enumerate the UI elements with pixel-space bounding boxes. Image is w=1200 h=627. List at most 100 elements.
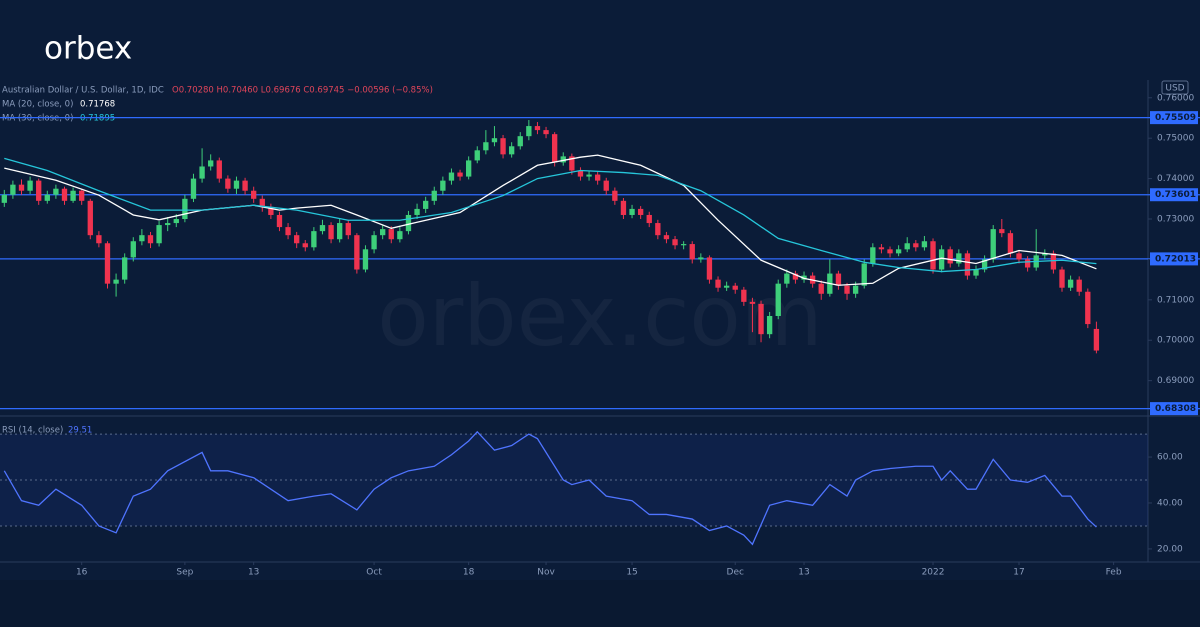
- level-label: 0.75509: [1155, 113, 1196, 123]
- candle-body: [844, 285, 850, 294]
- candle-body: [190, 178, 197, 199]
- watermark: orbex.com: [377, 267, 822, 365]
- series-line: [3, 430, 1097, 546]
- candle-body: [328, 225, 334, 240]
- y-tick-label: 0.70000: [1157, 336, 1194, 346]
- x-tick-label: 13: [248, 568, 259, 578]
- candle-body: [517, 136, 523, 147]
- candle-body: [294, 235, 300, 244]
- candle-body: [70, 190, 76, 201]
- candle-body: [870, 247, 876, 264]
- candle-body: [122, 257, 128, 280]
- candle-body: [706, 257, 713, 280]
- candle-body: [1007, 233, 1014, 254]
- level-label: 0.73601: [1155, 190, 1196, 200]
- x-tick-label: 17: [1013, 568, 1024, 578]
- candle-body: [887, 249, 893, 254]
- candle-body: [448, 172, 455, 181]
- series-line: [4, 157, 1097, 273]
- candle-body: [457, 172, 463, 177]
- currency: USD: [1165, 84, 1184, 94]
- candle-body: [1085, 291, 1091, 325]
- y-tick-label: 60.00: [1157, 453, 1183, 463]
- candle-body: [405, 214, 412, 232]
- candle-body: [208, 160, 214, 167]
- candle-body: [474, 150, 480, 161]
- candle-body: [620, 200, 627, 215]
- candle-body: [921, 241, 928, 248]
- candle-body: [440, 180, 446, 191]
- candle-body: [749, 301, 756, 304]
- legend-entry: RSI (14, close): [2, 426, 63, 436]
- x-tick-label: Sep: [176, 568, 193, 578]
- candle-body: [741, 289, 747, 302]
- candle-body: [302, 243, 308, 248]
- candle-body: [655, 223, 661, 236]
- candle-body: [878, 247, 885, 250]
- candle-body: [637, 208, 644, 215]
- candle-body: [861, 263, 867, 286]
- candle-body: [251, 190, 257, 199]
- candle-body: [629, 208, 635, 215]
- candle-body: [1024, 259, 1031, 268]
- candle-body: [216, 160, 222, 179]
- candle-body: [465, 160, 472, 177]
- legend-value: 29.51: [68, 426, 92, 436]
- candle-body: [594, 174, 601, 181]
- candle-body: [526, 126, 532, 137]
- legend-entry: MA (20, close, 0): [2, 100, 73, 110]
- candle-body: [508, 146, 515, 155]
- x-tick-label: 15: [626, 568, 637, 578]
- x-tick-label: Oct: [366, 568, 382, 578]
- level-label: 0.68308: [1155, 404, 1196, 414]
- candle-body: [1093, 328, 1100, 351]
- legend-value: 0.71768: [80, 100, 115, 110]
- candle-body: [380, 229, 386, 236]
- candle-body: [672, 239, 678, 246]
- candle-body: [766, 315, 773, 335]
- candle-body: [775, 283, 781, 316]
- candle-body: [44, 194, 50, 201]
- y-tick-label: 20.00: [1157, 544, 1183, 554]
- level-label-box: [1150, 252, 1198, 266]
- candle-body: [61, 188, 68, 201]
- footer-band: [0, 580, 1200, 627]
- candle-body: [165, 223, 171, 226]
- candle-body: [534, 126, 541, 131]
- candle-body: [388, 229, 394, 240]
- y-tick-label: 0.76000: [1157, 93, 1194, 103]
- candle-body: [268, 206, 274, 215]
- x-tick-label: 18: [463, 568, 475, 578]
- y-tick-label: 0.71000: [1157, 295, 1194, 305]
- y-tick-label: 0.69000: [1157, 376, 1194, 386]
- candle-body: [964, 253, 971, 276]
- x-tick-label: 13: [798, 568, 809, 578]
- candle-body: [1, 194, 7, 203]
- x-tick-label: 16: [76, 568, 88, 578]
- candle-body: [27, 180, 33, 191]
- candle-body: [147, 235, 154, 244]
- level-label-box: [1150, 111, 1198, 125]
- candle-body: [801, 275, 807, 280]
- candle-body: [973, 269, 979, 276]
- candle-body: [233, 180, 240, 189]
- y-tick-label: 0.74000: [1157, 174, 1194, 184]
- candle-body: [663, 235, 670, 240]
- candle-body: [646, 214, 652, 224]
- legend-value: 0.71895: [80, 114, 115, 124]
- candle-body: [371, 235, 377, 250]
- candle-body: [242, 180, 248, 191]
- candle-body: [10, 184, 16, 195]
- candle-body: [999, 229, 1005, 234]
- candle-body: [319, 225, 326, 232]
- candle-body: [79, 190, 85, 201]
- candle-body: [732, 285, 738, 290]
- candle-body: [758, 303, 764, 335]
- candle-body: [784, 273, 790, 284]
- candle-body: [981, 259, 988, 270]
- candle-body: [431, 190, 437, 201]
- y-tick-label: 0.73000: [1157, 215, 1194, 225]
- candle-body: [414, 208, 420, 215]
- candle-body: [87, 200, 93, 236]
